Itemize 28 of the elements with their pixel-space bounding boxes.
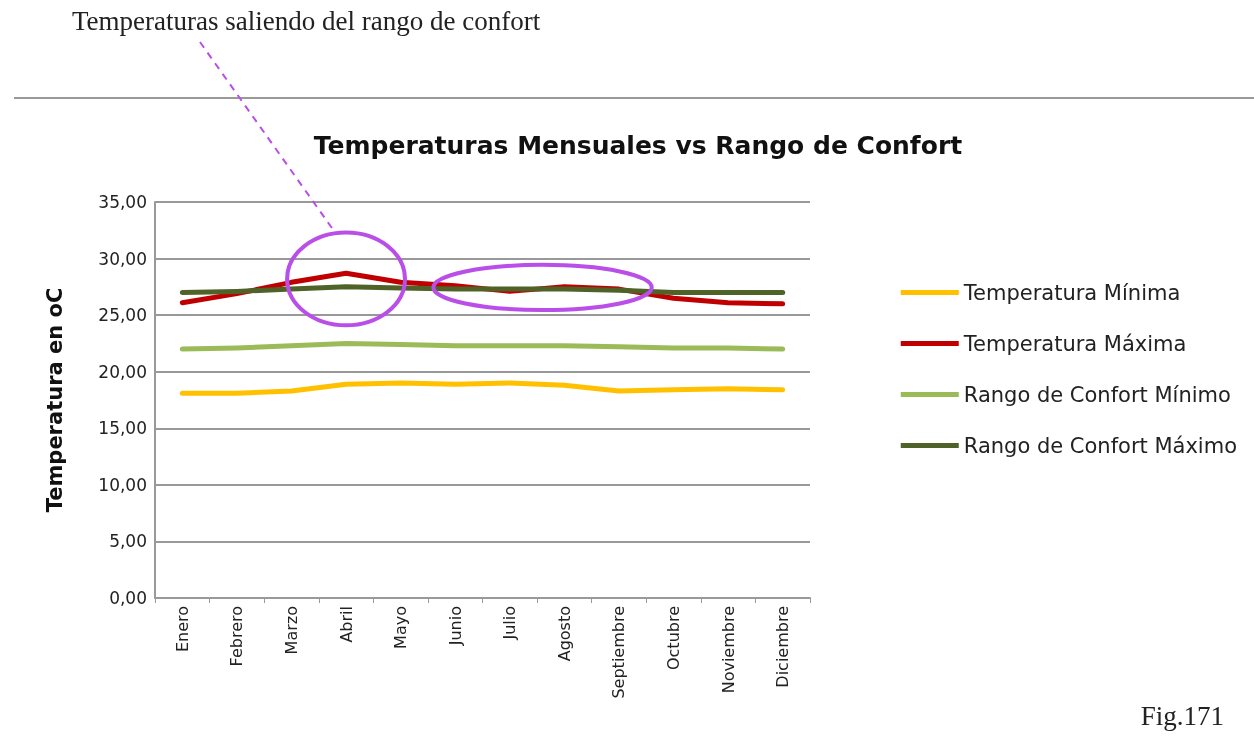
y-tick-label: 20,00 [98,361,147,382]
x-tick-label: Agosto [554,606,574,662]
x-tick-label: Julio [500,606,520,641]
x-tick-label: Mayo [391,606,411,649]
legend-label: Temperatura Máxima [962,331,1187,356]
y-tick-label: 15,00 [98,418,147,439]
y-tick-label: 10,00 [98,474,147,495]
x-tick-label: Septiembre [609,606,629,699]
x-tick-label: Junio [445,606,465,647]
y-tick-label: 5,00 [109,531,147,552]
legend-label: Rango de Confort Máximo [963,433,1237,458]
y-tick-label: 0,00 [109,588,147,608]
x-tick-label: Octubre [664,606,684,671]
x-tick-label: Febrero [227,606,247,667]
legend-label: Temperatura Mínima [962,280,1181,305]
y-tick-label: 25,00 [98,305,147,326]
chart-title: Temperaturas Mensuales vs Rango de Confort [313,131,963,160]
x-tick-label: Diciembre [773,606,793,688]
legend-label: Rango de Confort Mínimo [963,382,1231,407]
x-tick-label: Enero [172,606,192,653]
y-axis-title: Temperatura en oC [42,287,67,513]
x-tick-label: Noviembre [718,606,738,694]
x-tick-label: Abril [336,606,356,643]
y-tick-label: 35,00 [98,192,147,212]
caption: Fig.171 [1140,701,1224,732]
y-tick-label: 30,00 [98,248,147,269]
x-tick-label: Marzo [281,606,301,655]
text: Temperaturas saliendo del rango de confort [72,6,541,37]
